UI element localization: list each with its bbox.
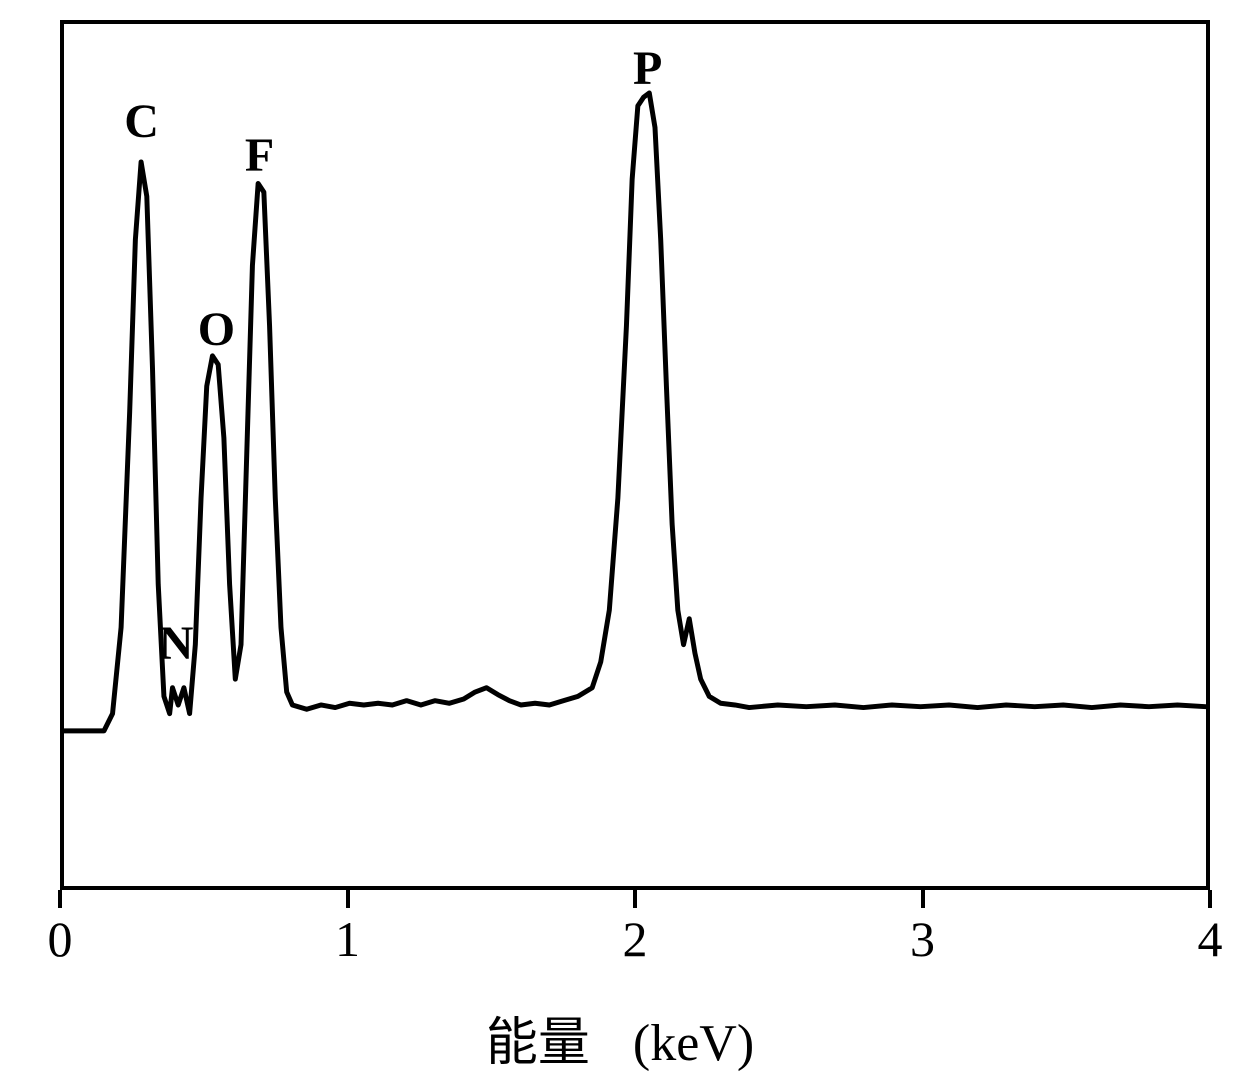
x-axis-label: 能量 (keV): [370, 1000, 870, 1075]
peak-label-n: N: [159, 616, 194, 671]
x-axis-label-cn: 能量: [486, 1015, 590, 1072]
x-tick-mark: [58, 890, 62, 908]
x-tick-label: 3: [910, 910, 935, 968]
spectrum-line: [64, 24, 1206, 886]
peak-label-p: P: [633, 41, 662, 96]
x-tick-mark: [1208, 890, 1212, 908]
plot-area: C N O F P: [60, 20, 1210, 890]
x-tick-mark: [921, 890, 925, 908]
peak-label-c: C: [124, 94, 159, 149]
x-tick-label: 1: [335, 910, 360, 968]
eds-spectrum-chart: CNOFP 01234: [40, 20, 1210, 950]
x-tick-mark: [346, 890, 350, 908]
x-tick-label: 0: [48, 910, 73, 968]
x-tick-label: 4: [1198, 910, 1223, 968]
x-tick-label: 2: [623, 910, 648, 968]
peak-label-o: O: [198, 302, 235, 357]
x-tick-mark: [633, 890, 637, 908]
peak-label-f: F: [245, 128, 274, 183]
x-axis-label-unit: (keV): [633, 1015, 754, 1072]
